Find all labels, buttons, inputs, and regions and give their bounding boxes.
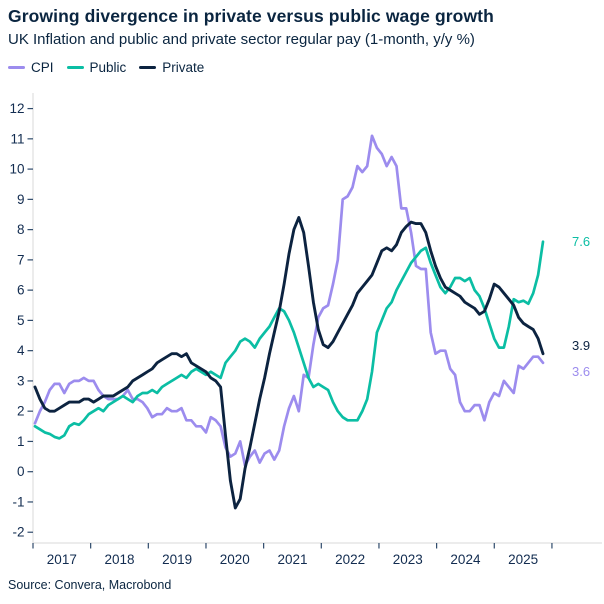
page-subtitle: UK Inflation and public and private sect… [8,31,475,48]
axis-tick-label: 8 [17,222,25,237]
legend-label-cpi: CPI [31,60,54,75]
axis-tick-label: 2020 [220,552,250,567]
axis-tick-label: 2019 [162,552,192,567]
legend-label-public: Public [89,60,127,75]
axis-tick-label: 2021 [277,552,307,567]
legend-item-private: Private [139,60,204,75]
legend-item-cpi: CPI [8,60,54,75]
public-line-swatch-icon [66,65,84,70]
axis-tick-label: 2017 [47,552,77,567]
axis-tick-label: 5 [17,313,25,328]
end-label-private: 3.9 [572,337,591,353]
axis-tick-label: 7 [17,252,25,267]
axis-tick-label: 3 [17,373,25,388]
axis-tick-label: 2025 [508,552,538,567]
axis-tick-label: 2022 [335,552,365,567]
axis-tick-label: 11 [10,131,24,146]
legend-label-private: Private [162,60,205,75]
legend-item-public: Public [66,60,127,75]
axis-tick-label: 2024 [450,552,481,567]
legend: CPI Public Private [8,60,204,75]
source-note: Source: Convera, Macrobond [8,578,172,592]
axis-tick-label: 10 [9,162,24,177]
axis-tick-label: 6 [17,283,25,298]
axis-tick-label: -1 [12,494,24,509]
axis-tick-label: 2018 [104,552,134,567]
end-label-cpi: 3.6 [572,363,591,379]
line-private [33,216,545,510]
axis-tick-label: 0 [17,464,25,479]
axis-tick-label: 2023 [393,552,423,567]
private-line-swatch-icon [139,65,157,70]
line-public [33,240,545,440]
end-label-public: 7.6 [572,234,591,250]
page-title: Growing divergence in private versus pub… [8,6,494,26]
axis-tick-label: 12 [9,101,24,116]
axis-tick-label: 4 [17,343,25,358]
axis-tick-label: 9 [17,192,25,207]
axis-tick-label: 2 [17,404,25,419]
cpi-line-swatch-icon [8,65,25,70]
axis-tick-label: 1 [17,434,25,449]
axis-tick-label: -2 [12,525,24,540]
line-cpi [33,134,545,467]
